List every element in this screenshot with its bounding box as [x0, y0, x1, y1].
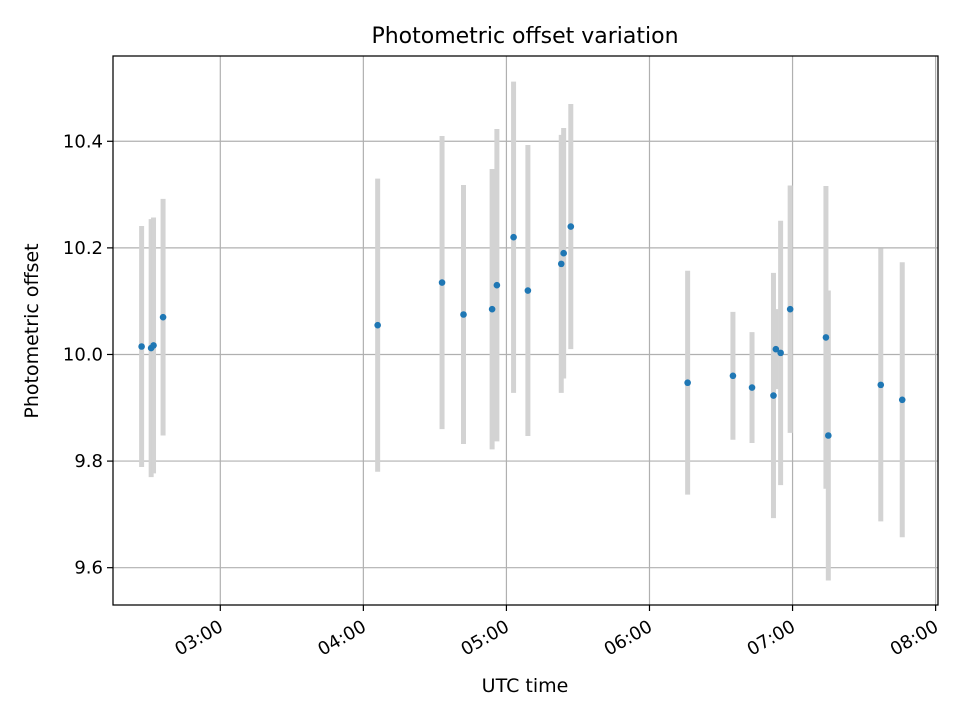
- x-axis-label: UTC time: [482, 675, 569, 697]
- y-tick-label: 10.2: [63, 238, 103, 259]
- data-point: [488, 305, 496, 313]
- plot-frame: [112, 55, 939, 606]
- data-point: [159, 313, 167, 321]
- data-point: [567, 223, 575, 230]
- data-point: [150, 342, 157, 349]
- data-point: [825, 432, 832, 439]
- chart-title: Photometric offset variation: [371, 24, 678, 49]
- data-point: [374, 321, 381, 329]
- data-point: [438, 279, 446, 286]
- data-point: [748, 384, 756, 391]
- data-point: [138, 343, 145, 350]
- y-tick-label: 9.6: [74, 558, 103, 579]
- data-point: [524, 287, 532, 294]
- y-axis-ticks: 9.6 9.8 10.0 10.2 10.4: [63, 131, 113, 579]
- data-point: [772, 345, 780, 353]
- data-point: [777, 349, 784, 357]
- y-axis-label: Photometric offset: [21, 243, 43, 418]
- data-point: [460, 311, 467, 318]
- data-point: [560, 249, 567, 257]
- data-point: [510, 233, 517, 241]
- point-layer: [138, 223, 906, 439]
- data-point: [822, 334, 830, 341]
- data-point: [684, 379, 691, 387]
- data-point: [557, 260, 565, 268]
- data-point: [786, 305, 794, 313]
- data-point: [898, 396, 906, 404]
- data-point: [770, 392, 777, 399]
- y-tick-label: 9.8: [74, 451, 103, 472]
- y-tick-label: 10.4: [63, 131, 103, 152]
- data-point: [729, 372, 737, 380]
- data-point: [493, 281, 501, 289]
- y-tick-label: 10.0: [63, 344, 103, 365]
- data-point: [877, 381, 885, 389]
